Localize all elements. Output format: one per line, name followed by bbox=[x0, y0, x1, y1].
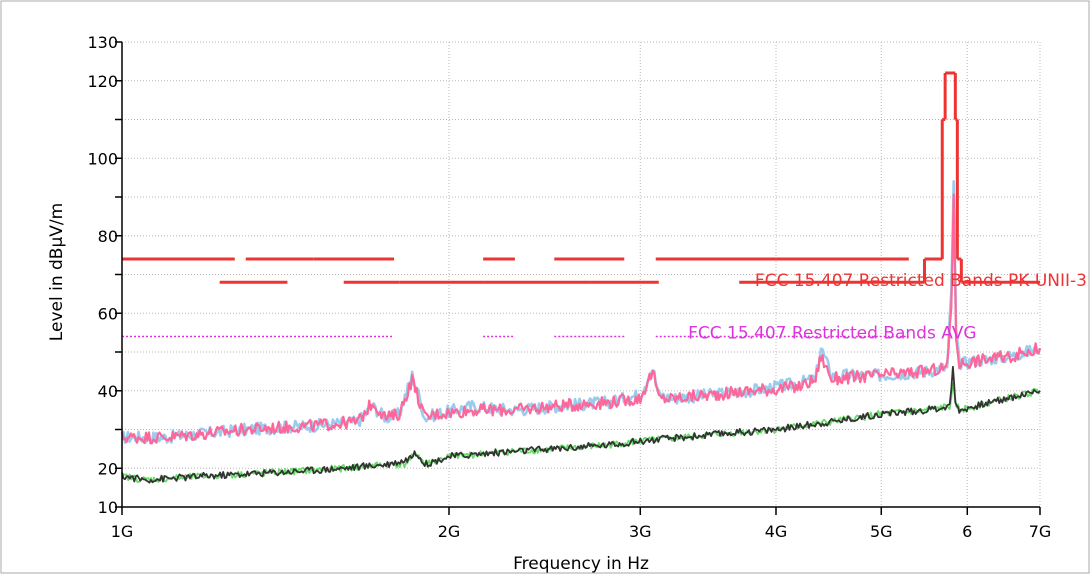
y-axis-title: Level in dBµV/m bbox=[47, 203, 67, 341]
peak-limit-line bbox=[122, 71, 1040, 284]
y-tick-label: 10 bbox=[98, 498, 118, 517]
series-line-1 bbox=[120, 193, 1042, 445]
x-tick-label: 6 bbox=[962, 522, 972, 541]
x-tick-label: 5G bbox=[870, 522, 893, 541]
peak-limit-label: FCC 15.407 Restricted Bands PK UNII-3 bbox=[755, 271, 1087, 291]
x-tick-label: 2G bbox=[438, 522, 461, 541]
series-line-3 bbox=[121, 365, 1041, 484]
annotations: FCC 15.407 Restricted Bands PK UNII-3 FCC… bbox=[688, 271, 1087, 343]
y-tick-label: 80 bbox=[98, 227, 118, 246]
tick-labels: 1G 2G 3G 4G 5G 6 7G 10 20 40 60 80 100 120 130 bbox=[87, 33, 1051, 541]
y-tick-label: 130 bbox=[87, 33, 118, 52]
x-tick-label: 1G bbox=[111, 522, 134, 541]
y-tick-label: 100 bbox=[87, 149, 118, 168]
x-tick-label: 3G bbox=[629, 522, 652, 541]
y-tick-label: 120 bbox=[87, 72, 118, 91]
average-limit-label: FCC 15.407 Restricted Bands AVG bbox=[688, 323, 976, 343]
y-tick-label: 60 bbox=[98, 304, 118, 323]
data-series bbox=[120, 180, 1042, 484]
x-tick-label: 4G bbox=[765, 522, 788, 541]
limit-lines bbox=[122, 71, 1040, 338]
x-axis-title: Frequency in Hz bbox=[513, 554, 649, 574]
y-tick-label: 20 bbox=[98, 459, 118, 478]
y-tick-label: 40 bbox=[98, 382, 118, 401]
x-tick-label: 7G bbox=[1029, 522, 1052, 541]
axes bbox=[115, 41, 1041, 515]
